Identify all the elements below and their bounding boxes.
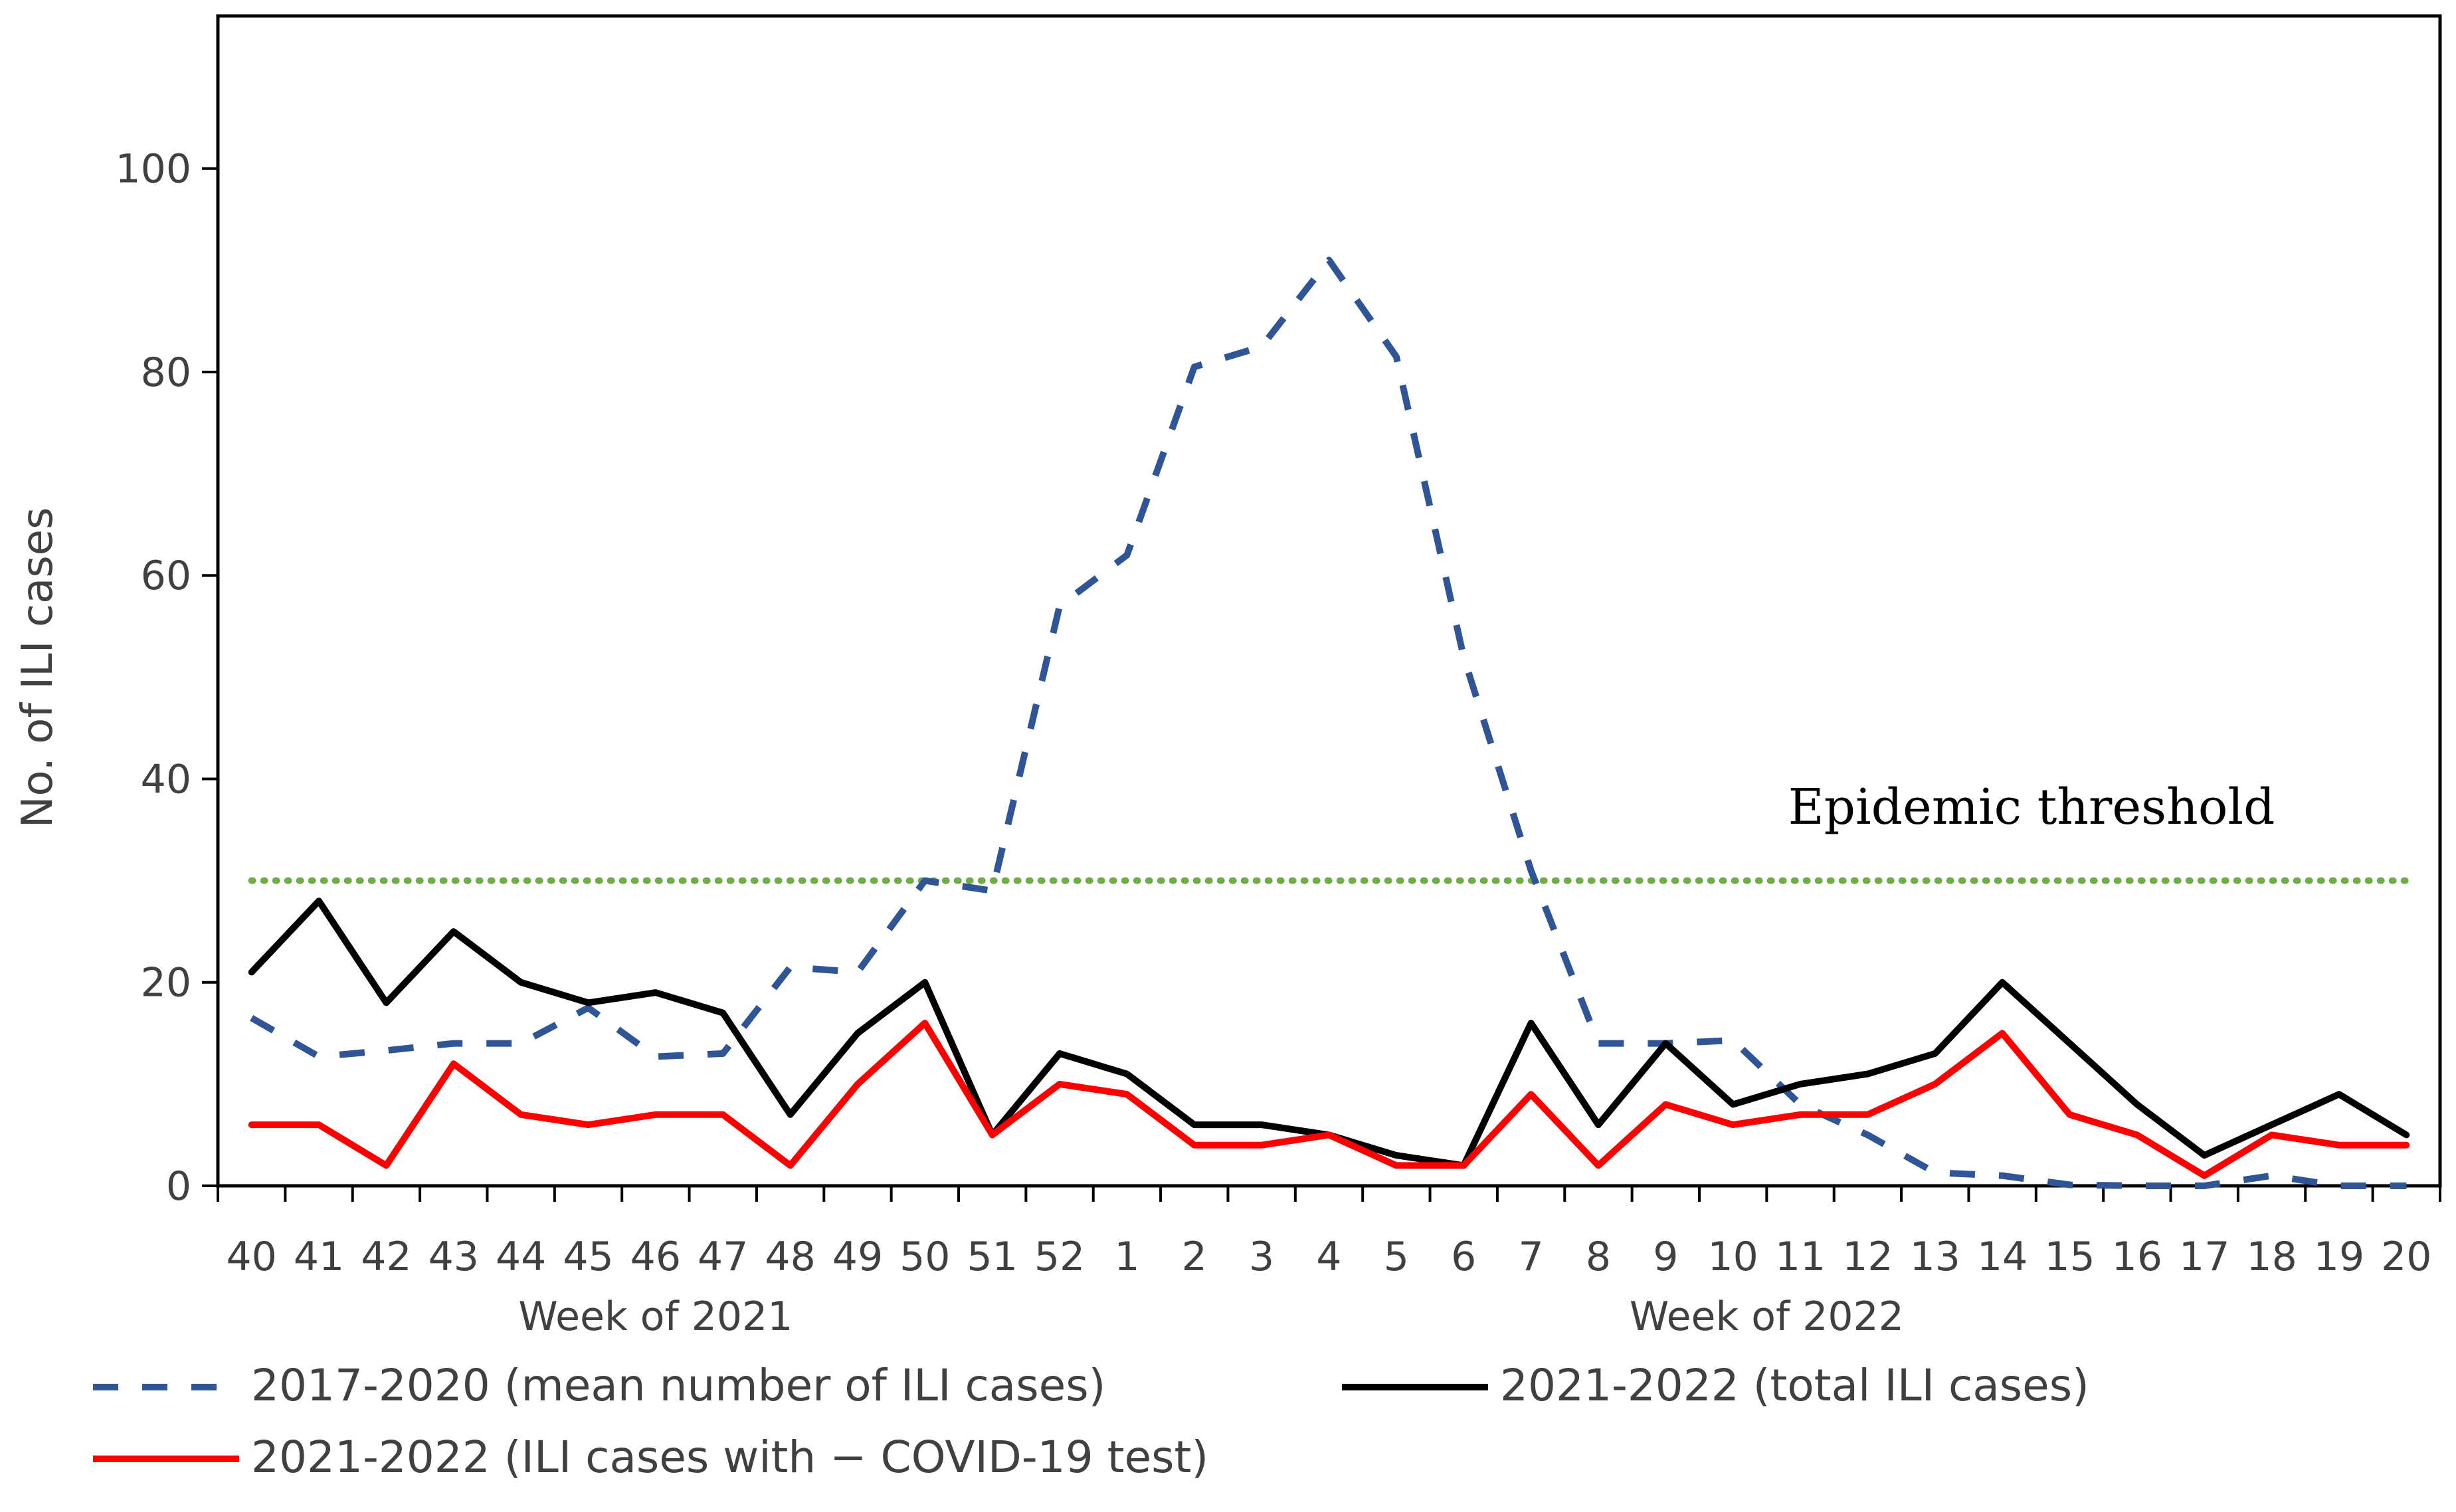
x-tick-label: 19 [2314, 1234, 2364, 1280]
x-group-labels: Week of 2021 Week of 2022 [518, 1293, 1904, 1340]
x-tick-label: 10 [1708, 1234, 1758, 1280]
x-tick-label: 51 [967, 1234, 1018, 1280]
legend-label: 2021-2022 (ILI cases with − COVID-19 tes… [251, 1432, 1208, 1483]
x-tick-label: 9 [1653, 1234, 1678, 1280]
y-axis-title: No. of ILI cases [13, 508, 62, 828]
x-tick-label: 12 [1842, 1234, 1893, 1280]
x-tick-label: 47 [698, 1234, 748, 1280]
x-group-label: Week of 2021 [518, 1293, 793, 1340]
x-tick-label: 3 [1249, 1234, 1274, 1280]
series-line-2021-2022-ili-cases-with-covid-19-test [248, 1020, 2410, 1179]
x-tick-label: 14 [1977, 1234, 2028, 1280]
x-tick-label: 20 [2381, 1234, 2431, 1280]
x-tick-label: 11 [1775, 1234, 1826, 1280]
y-tick-label: 60 [141, 553, 191, 599]
x-tick-label: 52 [1034, 1234, 1085, 1280]
legend-label: 2017-2020 (mean number of ILI cases) [251, 1360, 1105, 1411]
y-tick-label: 80 [141, 349, 191, 396]
x-tick-label: 16 [2112, 1234, 2162, 1280]
y-axis: 0 20 40 60 80 100 [115, 146, 218, 1210]
x-tick-label: 13 [1910, 1234, 1960, 1280]
x-tick-label: 40 [227, 1234, 277, 1280]
plot-frame [216, 14, 2442, 1188]
y-tick-label: 100 [115, 146, 191, 193]
x-tick-label: 8 [1586, 1234, 1611, 1280]
x-tick-label: 2 [1182, 1234, 1207, 1280]
x-tick-label: 45 [563, 1234, 613, 1280]
legend-label: 2021-2022 (total ILI cases) [1500, 1360, 2089, 1411]
x-tick-label: 1 [1114, 1234, 1139, 1280]
x-tick-label: 50 [899, 1234, 950, 1280]
x-tick-label: 15 [2044, 1234, 2095, 1280]
x-tick-label: 43 [428, 1234, 479, 1280]
legend: 2017-2020 (mean number of ILI cases) 2021… [93, 1360, 2089, 1483]
y-tick-label: 40 [141, 756, 191, 803]
x-tick-label: 7 [1518, 1234, 1543, 1280]
series-line-2017-2020-mean-number-of-ili-cases [250, 256, 2407, 1189]
x-tick-label: 17 [2179, 1234, 2229, 1280]
x-tick-label: 44 [496, 1234, 546, 1280]
y-tick-label: 0 [166, 1163, 191, 1210]
threshold-layer: Epidemic threshold [248, 779, 2410, 884]
x-group-label: Week of 2022 [1630, 1293, 1904, 1340]
series-layer [248, 256, 2410, 1189]
x-tick-label: 18 [2246, 1234, 2297, 1280]
x-axis: 40 41 42 43 44 45 46 47 48 49 50 51 52 1 2 3 4 5 6 7 8 9 10 11 1… [217, 1186, 2441, 1280]
y-tick-label: 20 [141, 960, 191, 1006]
x-tick-label: 6 [1451, 1234, 1476, 1280]
x-tick-label: 46 [630, 1234, 681, 1280]
x-tick-label: 5 [1384, 1234, 1409, 1280]
x-tick-label: 4 [1316, 1234, 1341, 1280]
x-tick-label: 49 [832, 1234, 883, 1280]
x-tick-label: 41 [294, 1234, 344, 1280]
x-tick-label: 42 [361, 1234, 411, 1280]
x-tick-label: 48 [765, 1234, 815, 1280]
epidemic-threshold-label: Epidemic threshold [1788, 779, 2275, 836]
